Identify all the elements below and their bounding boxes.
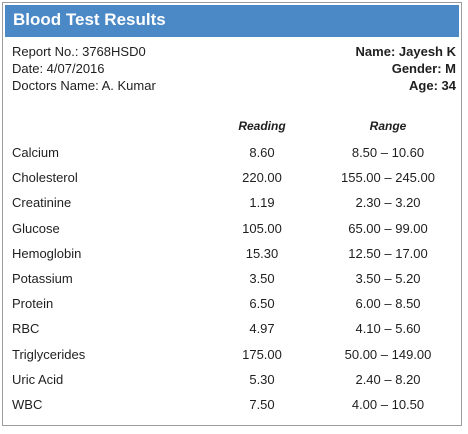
table-row: Calcium 8.60 8.50 – 10.60 [3, 140, 461, 165]
table-row: Triglycerides 175.00 50.00 – 149.00 [3, 342, 461, 367]
table-row: WBC 7.50 4.00 – 10.50 [3, 392, 461, 417]
test-range: 12.50 – 17.00 [348, 245, 428, 261]
test-name: WBC [12, 396, 43, 412]
test-name: Uric Acid [12, 371, 64, 387]
test-name: RBC [12, 321, 40, 337]
patient-age: Age: 34 [409, 78, 456, 93]
patient-info-right: Name: Jayesh K Gender: M Age: 34 [356, 43, 456, 94]
results-table: Calcium 8.60 8.50 – 10.60 Cholesterol 22… [3, 140, 461, 417]
test-range: 4.10 – 5.60 [355, 321, 421, 337]
table-row: Protein 6.50 6.00 – 8.50 [3, 291, 461, 316]
test-reading: 5.30 [249, 371, 275, 387]
test-range: 6.00 – 8.50 [355, 296, 421, 312]
test-reading: 3.50 [249, 270, 275, 286]
test-range: 8.50 – 10.60 [351, 145, 425, 160]
report-number: Report No.: 3768HSD0 [12, 44, 146, 59]
test-reading: 6.50 [249, 296, 275, 312]
test-reading: 105.00 [242, 220, 282, 236]
table-row: RBC 4.97 4.10 – 5.60 [3, 316, 461, 341]
test-reading: 220.00 [242, 170, 282, 186]
test-name: Creatinine [12, 195, 72, 211]
report-header-bar: Blood Test Results [5, 5, 459, 37]
report-info-left: Report No.: 3768HSD0 Date: 4/07/2016 Doc… [12, 43, 156, 94]
test-range: 3.50 – 5.20 [355, 270, 421, 286]
report-date: Date: 4/07/2016 [12, 61, 105, 76]
test-reading: 15.30 [245, 245, 279, 261]
test-range: 2.40 – 8.20 [355, 371, 421, 387]
test-range: 4.00 – 10.50 [351, 396, 425, 412]
test-name: Calcium [12, 145, 59, 160]
test-range: 2.30 – 3.20 [355, 195, 421, 211]
test-range: 65.00 – 99.00 [348, 220, 428, 236]
test-reading: 1.19 [249, 195, 275, 211]
test-reading: 4.97 [249, 321, 275, 337]
table-row: Cholesterol 220.00 155.00 – 245.00 [3, 165, 461, 190]
table-row: Creatinine 1.19 2.30 – 3.20 [3, 190, 461, 215]
reading-column-header: Reading [238, 119, 286, 133]
doctor-name: Doctors Name: A. Kumar [12, 78, 156, 93]
test-name: Potassium [12, 270, 73, 286]
table-row: Hemoglobin 15.30 12.50 – 17.00 [3, 241, 461, 266]
test-name: Hemoglobin [12, 245, 82, 261]
patient-name: Name: Jayesh K [355, 44, 456, 59]
blood-test-report: Blood Test Results Report No.: 3768HSD0 … [2, 2, 462, 426]
table-row: Uric Acid 5.30 2.40 – 8.20 [3, 367, 461, 392]
test-name: Cholesterol [12, 170, 78, 186]
test-name: Glucose [12, 220, 60, 236]
patient-gender: Gender: M [391, 61, 456, 76]
report-title: Blood Test Results [13, 10, 166, 29]
test-range: 50.00 – 149.00 [344, 346, 432, 362]
table-row: Potassium 3.50 3.50 – 5.20 [3, 266, 461, 291]
test-reading: 175.00 [242, 346, 282, 362]
range-column-header: Range [369, 119, 407, 133]
test-name: Triglycerides [12, 346, 86, 362]
test-name: Protein [12, 296, 54, 312]
table-row: Glucose 105.00 65.00 – 99.00 [3, 216, 461, 241]
test-reading: 7.50 [249, 396, 275, 412]
test-reading: 8.60 [249, 145, 275, 160]
test-range: 155.00 – 245.00 [341, 170, 435, 186]
